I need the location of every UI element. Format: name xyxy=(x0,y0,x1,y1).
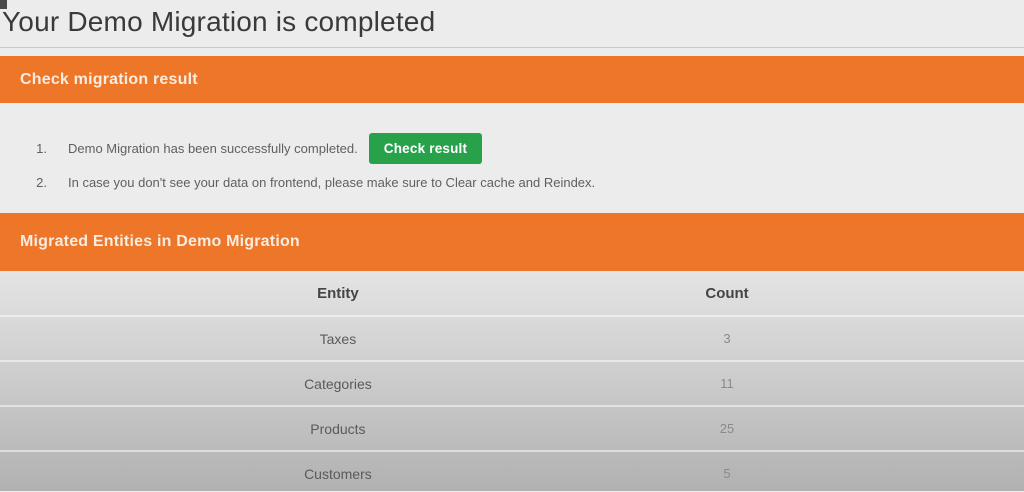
list-item-success-text: Demo Migration has been successfully com… xyxy=(68,140,358,156)
page-title: Your Demo Migration is completed xyxy=(2,6,436,37)
video-corner-artifact xyxy=(0,0,7,9)
table-header-row: Entity Count xyxy=(0,271,1024,315)
result-panel: 1. Demo Migration has been successfully … xyxy=(0,103,1024,213)
entity-name: Customers xyxy=(304,465,372,482)
entity-name: Taxes xyxy=(319,330,357,347)
migrated-entities-banner-label: Migrated Entities in Demo Migration xyxy=(20,233,300,250)
table-row-customers: Customers 5 xyxy=(0,450,1024,491)
list-item-number: 2. xyxy=(36,174,47,190)
entity-name: Products xyxy=(310,420,366,437)
check-result-button[interactable]: Check result xyxy=(368,132,483,164)
entity-count: 5 xyxy=(723,466,731,481)
table-row-taxes: Taxes 3 xyxy=(0,315,1024,360)
list-item-number: 1. xyxy=(36,140,47,156)
list-item-cache-reindex: 2. In case you don't see your data on fr… xyxy=(0,165,1024,199)
migrated-entities-banner: Migrated Entities in Demo Migration xyxy=(0,213,1024,271)
page-header: Your Demo Migration is completed xyxy=(0,0,1024,48)
list-item-cache-reindex-text: In case you don't see your data on front… xyxy=(68,174,596,190)
check-migration-result-banner: Check migration result xyxy=(0,56,1024,103)
migrated-entities-table: Entity Count Taxes 3 Categories 11 Produ… xyxy=(0,271,1024,491)
table-row-products: Products 25 xyxy=(0,405,1024,450)
entity-count: 3 xyxy=(723,331,731,346)
list-item-success: 1. Demo Migration has been successfully … xyxy=(0,131,1024,165)
entity-count: 25 xyxy=(719,421,735,436)
entity-count: 11 xyxy=(720,376,734,391)
table-row-categories: Categories 11 xyxy=(0,360,1024,405)
check-migration-result-banner-label: Check migration result xyxy=(20,70,198,88)
entity-name: Categories xyxy=(304,375,372,392)
header-divider-gap xyxy=(0,48,1024,56)
column-header-entity: Entity xyxy=(317,284,359,302)
column-header-count: Count xyxy=(705,284,749,302)
